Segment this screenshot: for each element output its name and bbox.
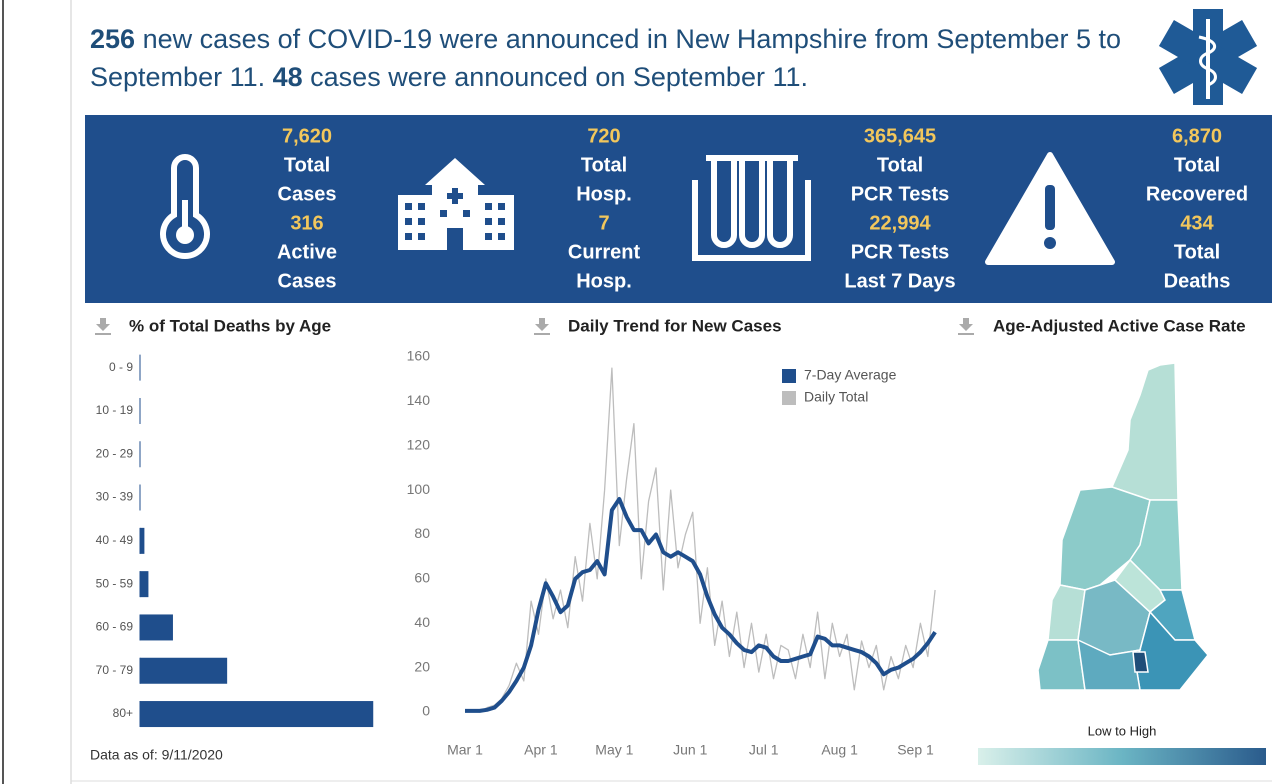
x-tick-label: Jun 1 <box>673 742 707 758</box>
y-tick-label: 100 <box>407 481 431 497</box>
stats: 7,620 Total Cases 316 Active Cases 720 Total Hos… <box>277 125 1248 292</box>
download-icon <box>958 318 974 335</box>
legend-swatch <box>782 369 796 383</box>
stat-label: Cases <box>278 270 337 292</box>
y-tick-label: 60 <box>414 570 430 586</box>
star-of-life-icon <box>1158 9 1258 105</box>
y-tick-label: 20 <box>414 658 430 674</box>
stat-label: Total <box>1174 154 1220 176</box>
color-legend <box>978 748 1266 765</box>
series-line <box>465 497 937 713</box>
legend-swatch <box>782 391 796 405</box>
stat-label: Hosp. <box>576 183 632 205</box>
y-tick-label: 0 - 9 <box>109 360 133 374</box>
y-tick-label: 80 <box>414 525 430 541</box>
stat-label: Total <box>877 154 923 176</box>
stat-label: Deaths <box>1164 270 1231 292</box>
bar <box>140 527 145 554</box>
bar <box>140 701 374 728</box>
legend-label: 7-Day Average <box>804 367 897 383</box>
stat-label: Total <box>1174 241 1220 263</box>
stats-band <box>85 115 1272 303</box>
hospital-icon <box>398 158 514 250</box>
stat-label: Last 7 Days <box>844 270 955 292</box>
y-tick-label: 80+ <box>113 706 133 720</box>
warning-icon <box>985 152 1115 265</box>
y-tick-label: 60 - 69 <box>96 620 134 634</box>
legend-label: Low to High <box>1088 723 1157 738</box>
footnote: Data as of: 9/11/2020 <box>90 747 223 763</box>
stat-value: 6,870 <box>1172 125 1222 147</box>
stat-label: Total <box>284 154 330 176</box>
download-icon <box>534 318 550 335</box>
chart-title: Age-Adjusted Active Case Rate <box>993 316 1246 335</box>
stat-value: 7 <box>598 212 609 234</box>
headline-text: cases were announced on September 11. <box>302 62 808 92</box>
headline: 256 new cases of COVID-19 were announced… <box>90 20 1135 96</box>
stat-value: 7,620 <box>282 125 332 147</box>
stat-value: 365,645 <box>864 125 936 147</box>
stat-value: 434 <box>1180 212 1214 234</box>
x-tick-label: Sep 1 <box>897 742 934 758</box>
stat-value: 720 <box>587 125 620 147</box>
y-tick-label: 160 <box>407 348 431 364</box>
stat-label: PCR Tests <box>851 183 950 205</box>
stat-label: Total <box>581 154 627 176</box>
stat-label: Recovered <box>1146 183 1248 205</box>
x-tick-label: May 1 <box>595 742 633 758</box>
x-tick-label: Aug 1 <box>821 742 858 758</box>
stat-label: Hosp. <box>576 270 632 292</box>
legend-label: Daily Total <box>804 389 868 405</box>
y-tick-label: 70 - 79 <box>96 663 134 677</box>
y-tick-label: 10 - 19 <box>96 403 134 417</box>
download-icon <box>95 318 111 335</box>
headline-text: new cases of COVID-19 were announced in … <box>90 24 1122 92</box>
y-tick-label: 140 <box>407 392 431 408</box>
headline-number: 256 <box>90 24 136 54</box>
bar <box>140 614 173 641</box>
nh-map <box>1037 362 1209 691</box>
x-tick-label: Apr 1 <box>524 742 558 758</box>
stat-label: Active <box>277 241 337 263</box>
stat-label: PCR Tests <box>851 241 950 263</box>
bar <box>140 657 228 684</box>
y-tick-label: 0 <box>422 703 430 719</box>
stat-value: 22,994 <box>869 212 931 234</box>
y-tick-label: 40 - 49 <box>96 533 134 547</box>
y-tick-label: 50 - 59 <box>96 576 134 590</box>
y-tick-label: 120 <box>407 436 431 452</box>
chart-title: % of Total Deaths by Age <box>129 316 331 335</box>
stat-value: 316 <box>290 212 323 234</box>
thermometer-icon <box>160 154 210 260</box>
series-line <box>464 367 936 713</box>
y-tick-label: 20 - 29 <box>96 446 134 460</box>
bar <box>140 571 149 598</box>
y-tick-label: 30 - 39 <box>96 490 134 504</box>
stat-label: Cases <box>278 183 337 205</box>
headline-number: 48 <box>272 62 303 92</box>
stat-label: Current <box>568 241 641 263</box>
x-tick-label: Jul 1 <box>749 742 779 758</box>
test-tubes-icon <box>692 155 811 261</box>
chart-title: Daily Trend for New Cases <box>568 316 782 335</box>
y-tick-label: 40 <box>414 614 430 630</box>
x-tick-label: Mar 1 <box>447 742 483 758</box>
